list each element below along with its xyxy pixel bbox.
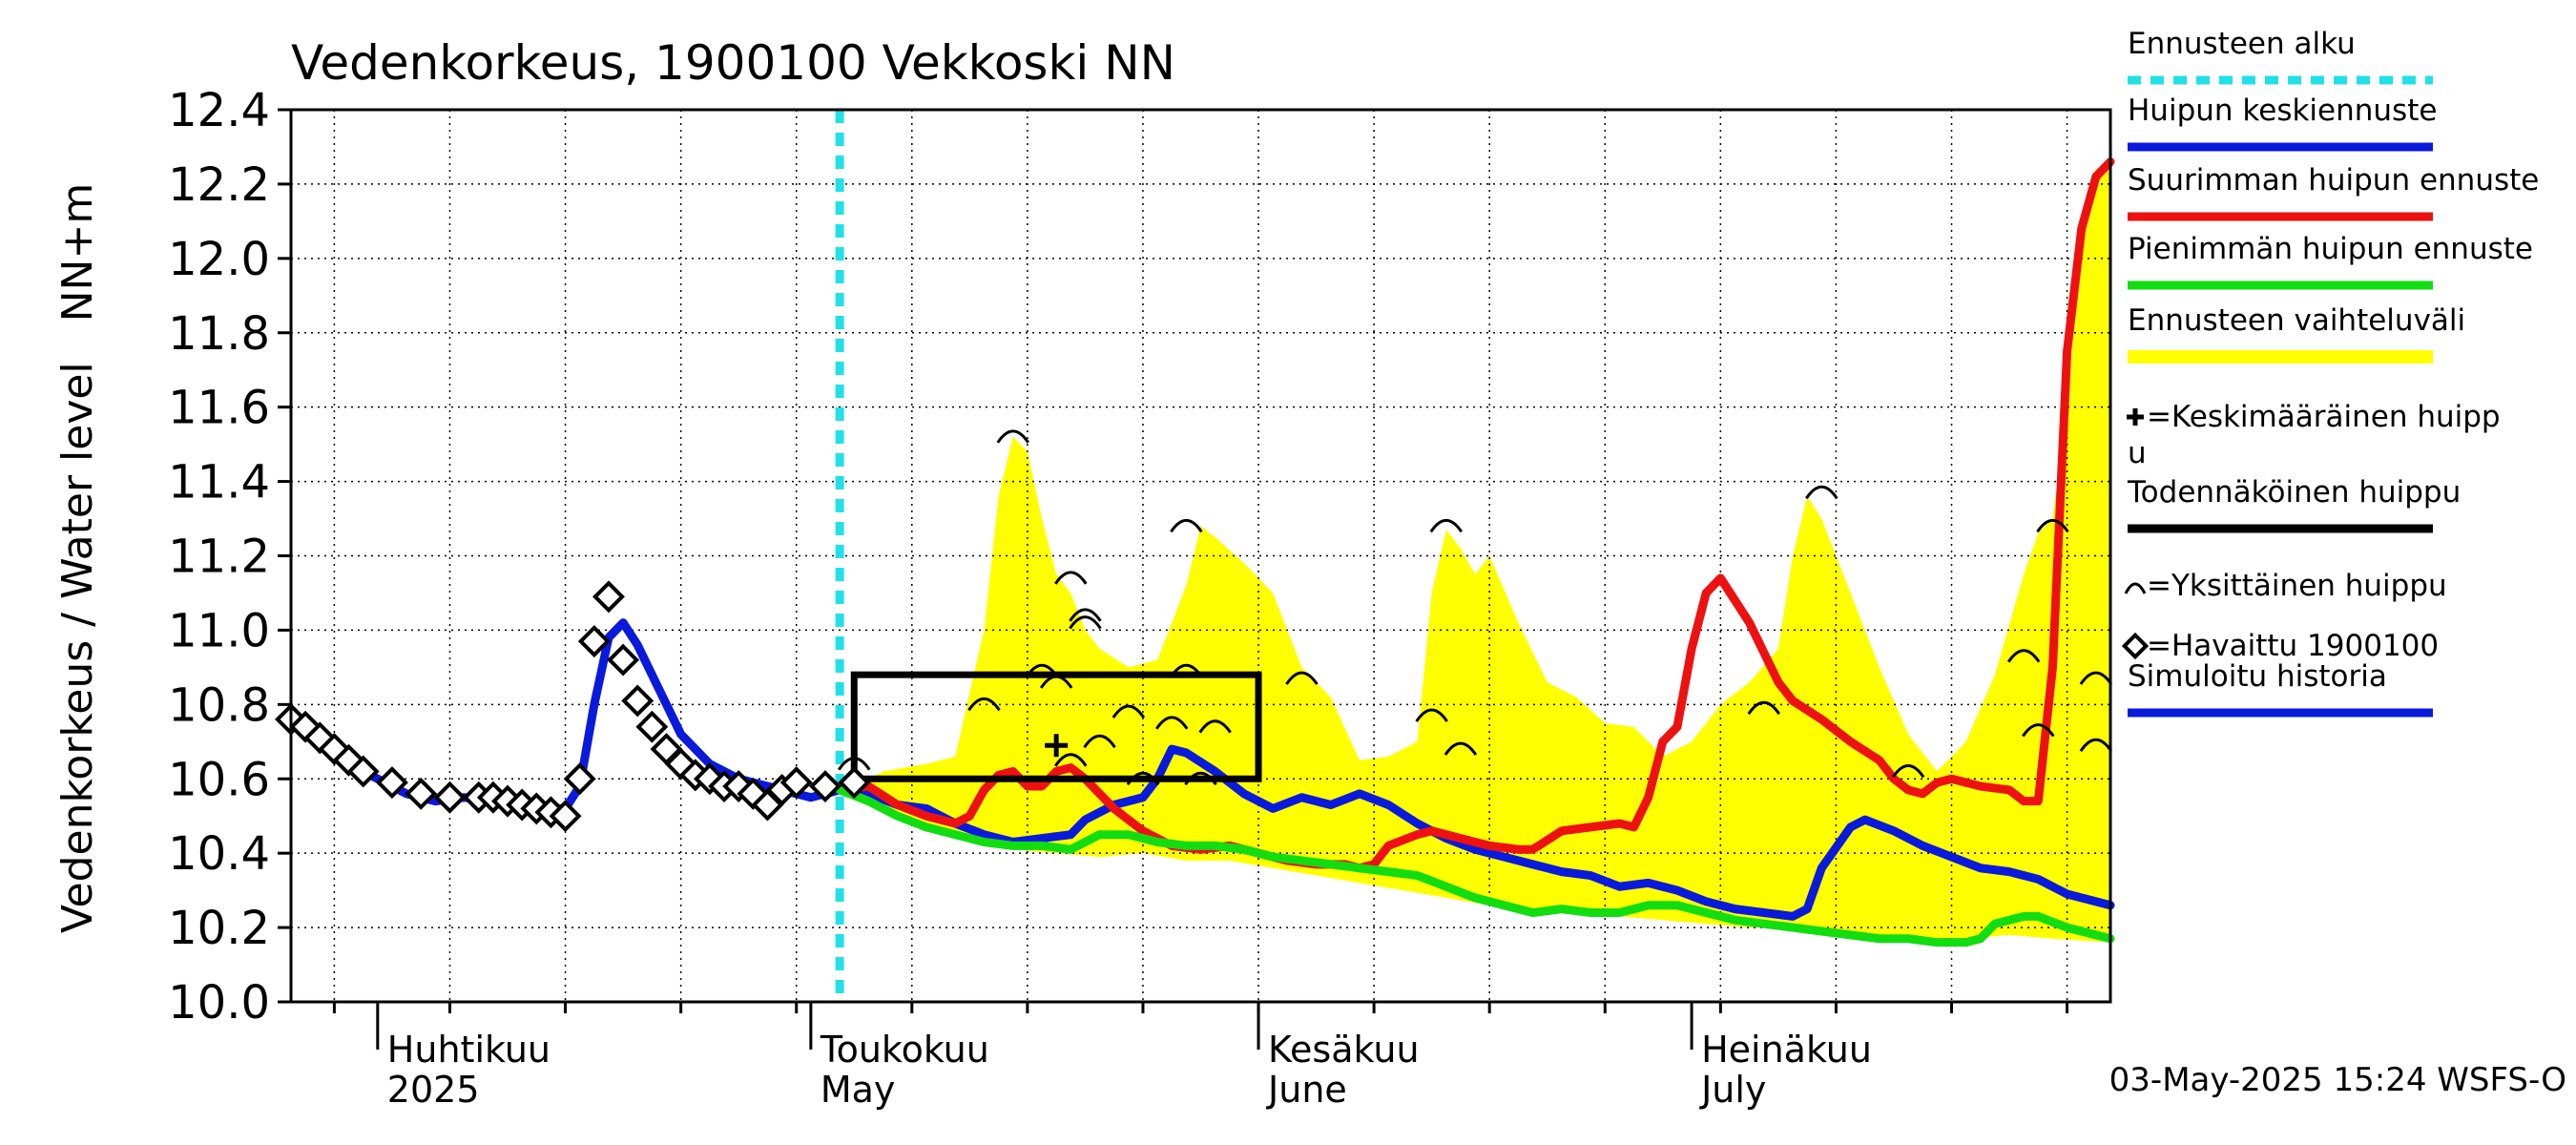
mean-line — [835, 744, 2115, 921]
forecast-range-layer — [840, 161, 2111, 943]
y-tick-label: 11.8 — [168, 307, 270, 361]
y-tick-label: 12.2 — [168, 158, 270, 212]
observed-point — [779, 766, 813, 800]
single-peak-marker — [2079, 671, 2113, 685]
legend-label-min: Pienimmän huipun ennuste — [2128, 232, 2533, 266]
min-line — [835, 785, 2115, 947]
single-peak-marker — [1170, 663, 1203, 678]
month-label: Heinäkuu — [1701, 1029, 1872, 1071]
month-label: Toukokuu — [820, 1029, 989, 1071]
single-peak-marker — [1170, 518, 1203, 533]
single-peak-marker — [2022, 723, 2055, 738]
y-tick-label: 11.2 — [168, 531, 270, 584]
observed-point — [405, 777, 438, 810]
single-peak-marker — [1805, 485, 1839, 500]
observed-point — [592, 580, 625, 614]
legend-label-observed: =Havaittu 1900100 — [2147, 629, 2439, 663]
single-peak-marker — [1039, 675, 1073, 689]
single-peak-marker — [1184, 771, 1217, 786]
y-tick-label: 12.4 — [168, 84, 270, 137]
y-tick-label: 10.4 — [168, 827, 270, 881]
single-peak-marker — [1025, 663, 1059, 678]
observed-point — [375, 766, 408, 800]
observed-point — [635, 710, 669, 743]
single-peak-marker — [1285, 671, 1319, 685]
single-peak-marker — [1444, 741, 1478, 756]
observed-point — [621, 684, 654, 718]
y-tick-label: 11.4 — [168, 456, 270, 510]
observed-point — [433, 781, 467, 814]
observed-point — [809, 770, 841, 803]
single-peak-marker — [1069, 608, 1102, 622]
single-peak-marker — [1126, 771, 1160, 786]
single-peak-marker — [996, 429, 1029, 444]
observed-point — [563, 762, 596, 796]
y-tick-label: 12.0 — [168, 233, 270, 286]
legend-label-max: Suurimman huipun ennuste — [2128, 163, 2539, 198]
single-peak-marker — [1747, 700, 1781, 716]
single-peak-marker — [2079, 738, 2113, 753]
single-peak-marker — [1415, 708, 1448, 722]
axis-layer: 10.0 10.2 10.4 10.6 10.8 11.0 11.2 11.4 11.6 11.8… — [168, 84, 2069, 1111]
legend-label-likely_peak: Todennäköinen huippu — [2127, 475, 2461, 510]
single-peak-marker — [1154, 716, 1189, 730]
legend-label-single_peak: =Yksittäinen huippu — [2147, 569, 2447, 603]
legend-label-mean: Huipun keskiennuste — [2128, 94, 2437, 128]
y-tick-label: 10.0 — [168, 976, 270, 1030]
single-peak-marker — [1083, 734, 1116, 749]
observed-point — [577, 625, 611, 658]
single-peak-marker — [1069, 615, 1102, 630]
observed-point — [346, 755, 380, 788]
legend-label-simulated: Simuloitu historia — [2128, 659, 2387, 694]
forecast-range-band — [840, 161, 2111, 943]
single-peak-marker — [1054, 571, 1088, 585]
legend-label-forecast_start: Ennusteen alku — [2128, 27, 2356, 61]
month-label-sub: May — [821, 1069, 896, 1111]
month-label: Kesäkuu — [1268, 1029, 1420, 1071]
single-peak-marker — [967, 697, 1001, 712]
y-tick-label: 10.6 — [168, 753, 270, 806]
mean-peak-marker — [1045, 734, 1069, 758]
y-tick-label: 10.8 — [168, 678, 270, 732]
month-label-sub: July — [1699, 1069, 1766, 1111]
observed-point — [549, 800, 582, 833]
y-tick-label: 10.2 — [168, 902, 270, 955]
single-peak-marker — [1891, 763, 1925, 779]
legend-label-range: Ennusteen vaihteluväli — [2128, 303, 2465, 338]
single-peak-marker — [1111, 704, 1146, 718]
y-axis-label: Vedenkorkeus / Water level NN+m — [53, 183, 102, 933]
month-label-sub: 2025 — [387, 1069, 480, 1111]
observed-point — [838, 766, 871, 800]
legend: Ennusteen alku Huipun keskiennuste Suurimm… — [2121, 27, 2539, 718]
legend-swatch-mean_peak — [2127, 408, 2144, 426]
chart-title: Vedenkorkeus, 1900100 Vekkoski NN — [291, 35, 1175, 91]
month-label-sub: June — [1266, 1069, 1347, 1111]
observed-point — [607, 643, 640, 677]
y-tick-label: 11.6 — [168, 382, 270, 435]
legend-swatch-single_peak — [2124, 582, 2147, 594]
legend-label-mean_peak-cont: u — [2128, 436, 2147, 470]
month-label: Huhtikuu — [387, 1029, 551, 1071]
legend-label-mean_peak: =Keskimääräinen huipp — [2147, 400, 2501, 434]
y-tick-label: 11.0 — [168, 604, 270, 657]
single-peak-marker — [1429, 518, 1464, 533]
marker-layer — [275, 429, 2113, 833]
legend-swatch-observed — [2121, 632, 2150, 660]
single-peak-marker — [2036, 518, 2069, 533]
single-peak-marker — [1198, 719, 1232, 734]
single-peak-marker — [1054, 753, 1088, 767]
single-peak-marker — [2006, 649, 2041, 663]
single-peak-marker — [838, 757, 871, 771]
timestamp-label: 03-May-2025 15:24 WSFS-O — [2109, 1061, 2566, 1099]
